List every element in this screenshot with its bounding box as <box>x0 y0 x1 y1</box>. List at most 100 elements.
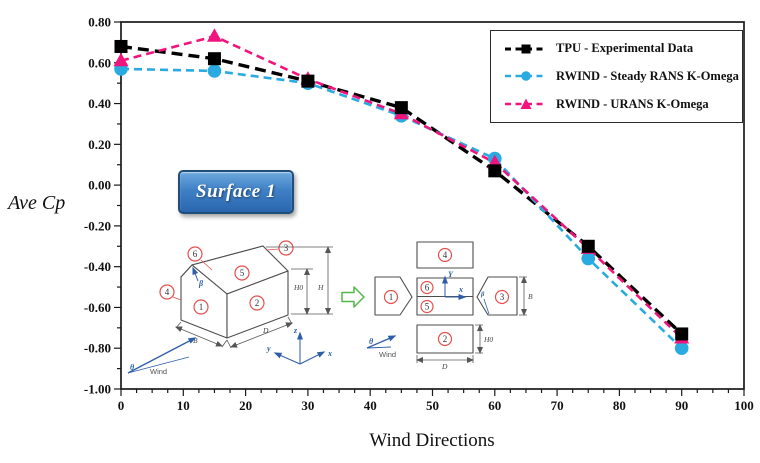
plan-4-label: 4 <box>443 250 448 260</box>
x-axis-label: x <box>327 349 332 358</box>
plan-d-label: D <box>441 362 448 371</box>
x-axis-title: Wind Directions <box>369 430 495 451</box>
x-tick-label: 40 <box>364 398 377 413</box>
x-tick-label: 10 <box>177 398 190 413</box>
y-tick-label: -0.80 <box>84 341 111 356</box>
plan-1-circle <box>383 289 399 305</box>
plan-y-axis-label: Y <box>448 270 454 279</box>
leader-3 <box>265 248 280 251</box>
x-tick-label: 30 <box>301 398 314 413</box>
x-tick-label: 80 <box>613 398 626 413</box>
plan-3-circle <box>494 289 510 305</box>
y-tick-label: -0.40 <box>84 259 111 274</box>
y-tick-label: 0.60 <box>88 55 111 70</box>
legend-item-rans: RWIND - Steady RANS K-Omega <box>503 68 742 84</box>
surface-2-label: 2 <box>255 298 260 308</box>
surface-1-label: 1 <box>199 302 204 312</box>
wind-arrow <box>127 337 197 374</box>
plan-wind-label: Wind <box>379 350 396 359</box>
plan-surface-4 <box>416 241 474 269</box>
y-axis-title: Ave Cp <box>8 192 66 214</box>
urans-triangle-marker-icon <box>505 98 547 110</box>
plan-theta-label: θ <box>369 337 374 346</box>
x-tick-label: 0 <box>118 398 125 413</box>
legend-label: RWIND - Steady RANS K-Omega <box>556 68 739 83</box>
series-markers-0 <box>114 39 689 341</box>
y-tick-label: 0.20 <box>88 137 111 152</box>
surface-2-circle <box>249 295 265 311</box>
unfold-arrow-icon <box>341 286 365 308</box>
x-tick-label: 70 <box>551 398 564 413</box>
beta-label: β <box>198 279 204 288</box>
y-tick-label: -0.20 <box>84 218 111 233</box>
surface-3-label: 3 <box>284 243 289 253</box>
legend-label: RWIND - URANS K-Omega <box>556 96 709 111</box>
x-tick-label: 50 <box>426 398 439 413</box>
plan-b-ext <box>519 276 527 316</box>
surface-1-circle <box>193 299 209 315</box>
theta-label: θ <box>130 363 135 372</box>
legend-item-tpu: TPU - Experimental Data <box>503 41 742 57</box>
x-tick-label: 20 <box>239 398 252 413</box>
y-axis-ticks: 0.80 0.60 0.40 0.20 0.00 -0.20 -0.40 -0.60 -0.80… <box>84 15 121 397</box>
x-tick-label: 90 <box>675 398 688 413</box>
y-tick-label: 0.40 <box>88 96 111 111</box>
plan-beta-line <box>483 298 490 315</box>
plan-5-label: 5 <box>425 302 430 312</box>
surface-6-circle <box>187 246 203 262</box>
x-axis-ticks: 0 10 20 30 40 50 60 70 80 90 100 <box>118 389 754 413</box>
unfolded-surfaces: 1 4 6 5 Y x 2 H0 D 3 <box>366 241 533 371</box>
house-3d: 1 2 5 6 3 4 β B D H0 H <box>127 240 333 376</box>
beta-arrow <box>192 266 199 282</box>
y-tick-label: 0.00 <box>88 178 111 193</box>
plan-b-label: B <box>528 292 533 301</box>
y-tick-label: -0.60 <box>84 300 111 315</box>
x-tick-label: 60 <box>488 398 501 413</box>
z-axis-label: z <box>293 326 298 335</box>
plan-6-label: 6 <box>425 283 430 293</box>
plan-x-axis-label: x <box>458 285 463 294</box>
b-dim-label: B <box>193 336 198 345</box>
h-dim-label: H <box>317 283 324 292</box>
surface-4-circle <box>159 284 175 300</box>
plan-2-label: 2 <box>443 334 448 344</box>
b-dim <box>175 326 223 347</box>
x-axis <box>299 351 326 365</box>
plan-6-circle <box>420 280 434 295</box>
y-axis-label: y <box>266 344 271 353</box>
legend-label: TPU - Experimental Data <box>556 41 694 56</box>
plan-wind-ref <box>366 346 392 349</box>
leader-4 <box>172 296 182 301</box>
plan-wind-arrow <box>366 335 397 349</box>
surface-4-label: 4 <box>165 287 170 297</box>
d-dim-label: D <box>262 326 269 335</box>
y-tick-label: 0.80 <box>88 15 111 30</box>
y-tick-label: -1.00 <box>84 382 111 397</box>
surface-5-label: 5 <box>240 268 245 278</box>
tpu-square-marker-icon <box>505 44 547 54</box>
y-axis <box>273 352 301 365</box>
plan-2-circle <box>437 331 453 347</box>
wind-angle-ref <box>127 356 190 374</box>
rans-circle-marker-icon <box>505 71 547 82</box>
surface-3-circle <box>278 240 294 256</box>
legend-item-urans: RWIND - URANS K-Omega <box>503 96 742 112</box>
d-dim <box>230 322 293 348</box>
legend: TPU - Experimental Data RWIND - Steady R… <box>490 30 743 123</box>
plan-h0-label: H0 <box>483 335 493 344</box>
x-tick-label: 100 <box>734 398 754 413</box>
plan-beta-label: β <box>480 291 485 298</box>
plan-3-label: 3 <box>500 292 505 302</box>
leader-6 <box>200 259 213 271</box>
surface-6-label: 6 <box>193 249 198 259</box>
plan-1-label: 1 <box>389 292 394 302</box>
h0-dim-label: H0 <box>293 283 303 292</box>
surface-badge: Surface 1 <box>178 170 294 214</box>
plan-h0-ext <box>475 324 483 354</box>
wind-label: Wind <box>150 367 167 376</box>
surface-5-circle <box>234 265 250 281</box>
plan-5-circle <box>420 299 434 314</box>
